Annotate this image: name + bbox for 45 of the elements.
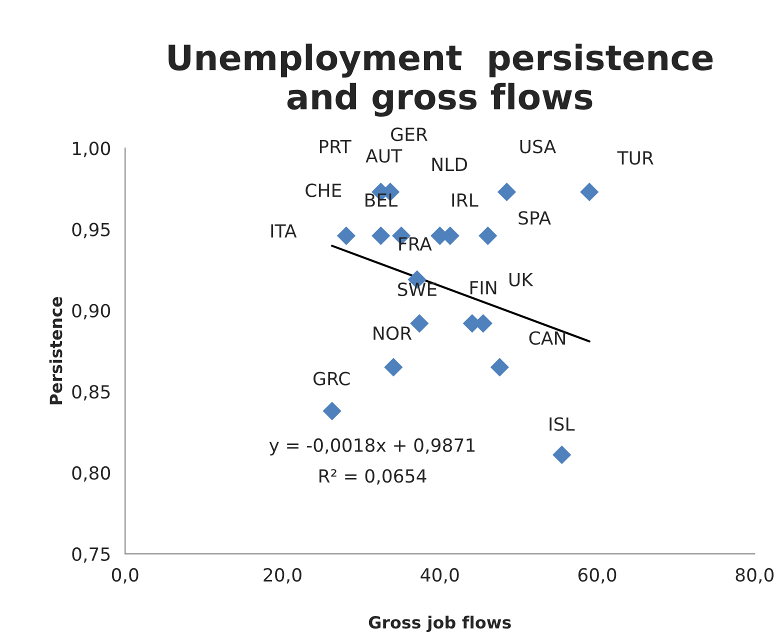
y-tick-label: 0,95 (72, 222, 110, 238)
annotation: AUT (366, 149, 402, 163)
annotation: CAN (529, 331, 565, 345)
x-tick-label: 40,0 (420, 568, 459, 584)
y-tick-label: 0,90 (72, 304, 110, 320)
point (478, 226, 498, 246)
x-tick-label: 0,0 (112, 568, 138, 584)
chart-title: Unemployment persistence and gross flows (168, 44, 713, 117)
text: GER (391, 128, 428, 142)
x-tick-label: 60,0 (578, 568, 616, 584)
x-axis-title: Gross job flows (368, 616, 511, 632)
annotation: CHE (306, 184, 342, 198)
annotation: TUR (617, 151, 654, 165)
annotation: NLD (432, 158, 467, 171)
point (552, 446, 572, 464)
annotation: ITA (271, 224, 297, 238)
point (322, 402, 342, 420)
y-tick-label: 0,85 (72, 385, 110, 401)
annotation: USA (520, 140, 556, 154)
annotation: FRA (399, 237, 432, 250)
point (372, 226, 390, 246)
x-tick-label: 80,0 (736, 568, 774, 584)
y-tick-label: 0,80 (72, 466, 110, 482)
annotation: FIN (470, 281, 496, 294)
annotation: ISL (550, 417, 575, 431)
point (384, 358, 403, 377)
annotation: NOR (374, 326, 412, 340)
point (410, 314, 429, 333)
annotation: y = -0,0018x + 0,9871 (269, 438, 475, 456)
point (490, 358, 509, 377)
annotation: GRC (313, 372, 350, 386)
annotation: SPA (518, 211, 551, 225)
point (497, 182, 516, 202)
y-axis-title: Persistence (49, 296, 62, 404)
point (336, 226, 356, 246)
annotation: IRL (452, 193, 478, 207)
y-tick-label: 0,75 (72, 547, 110, 563)
annotation: SWE (398, 282, 436, 296)
annotation: BEL (366, 193, 398, 207)
y-tick-label: 1,00 (73, 142, 110, 158)
annotation: R² = 0,0654 (320, 469, 426, 485)
x-tick-label: 20,0 (264, 568, 302, 584)
point (580, 182, 599, 202)
annotation: PRT (320, 140, 352, 154)
annotation: UK (509, 273, 534, 286)
